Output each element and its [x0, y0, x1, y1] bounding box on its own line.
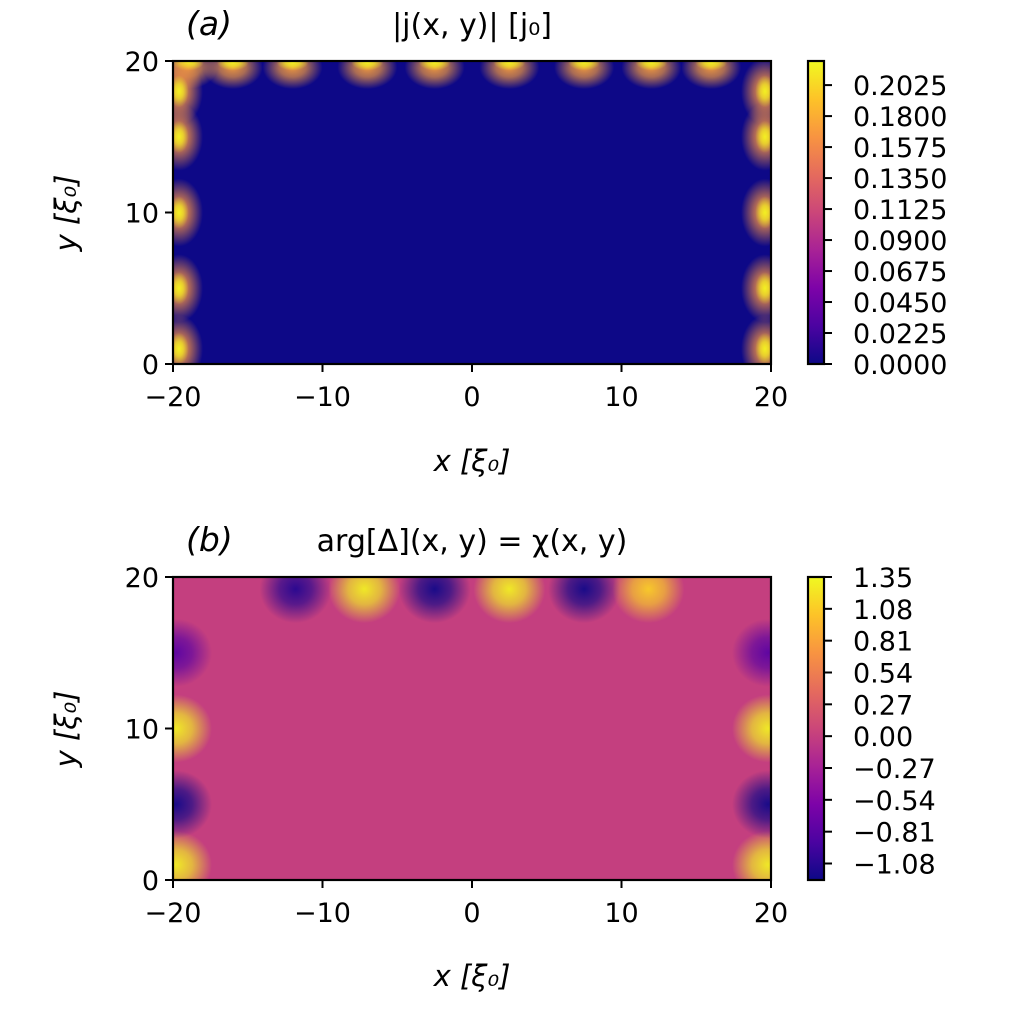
- heatmap-a-side-peak-core: [755, 196, 771, 229]
- heatmap-b-phase-spot: [173, 618, 212, 687]
- panel-b-label: (b): [186, 520, 233, 559]
- panel-a-cb-tick-label: 0.0000: [853, 350, 947, 381]
- heatmap-a-top-peak: [337, 61, 398, 90]
- panel-a-colorbar-ticks: 0.20250.18000.15750.13500.11250.09000.06…: [824, 71, 947, 381]
- heatmap-b-phase-spot: [612, 577, 685, 624]
- panel-a-cb-tick-label: 0.2025: [853, 71, 947, 102]
- heatmap-b-phase-spot: [473, 577, 546, 624]
- heatmap-b-phase-spot: [259, 577, 332, 624]
- heatmap-b-phase-spot: [173, 830, 212, 880]
- panel-b: (b) arg[Δ](x, y) = χ(x, y) −20 −10 0 10 20 0 1…: [49, 520, 936, 993]
- heatmap-a-top-peak: [479, 61, 540, 90]
- panel-b-cb-tick-label: 0.27: [853, 690, 913, 721]
- heatmap-b-phase-spot: [328, 577, 401, 624]
- panel-b-cb-tick-label: −0.54: [853, 786, 936, 817]
- panel-a-xtick-label: 20: [754, 382, 788, 413]
- panel-b-colorbar-frame: [806, 575, 826, 882]
- panel-a-cb-tick-label: 0.0450: [853, 288, 947, 319]
- heatmap-a-side-peak-core: [173, 272, 189, 305]
- panel-b-xtick-label: 0: [463, 898, 480, 929]
- panel-a-heatmap: [173, 61, 771, 364]
- heatmap-a-side-peak-core: [755, 120, 771, 153]
- heatmap-a-top-peak: [202, 61, 263, 90]
- panel-a-cb-tick-label: 0.1575: [853, 133, 947, 164]
- panel-b-ytick-label: 20: [125, 563, 159, 594]
- panel-b-cb-tick-label: −1.08: [853, 849, 936, 880]
- heatmap-a-side-peak-core: [173, 120, 189, 153]
- heatmap-b-phase-spot: [548, 577, 621, 624]
- panel-a-label: (a): [186, 4, 232, 43]
- panel-b-cb-tick-label: 0.00: [853, 722, 913, 753]
- panel-b-xtick-label: 10: [604, 898, 638, 929]
- panel-b-axes: −20 −10 0 10 20 0 10 20: [125, 563, 789, 929]
- heatmap-a-top-peak-core: [216, 61, 249, 71]
- panel-b-cb-tick-label: −0.27: [853, 754, 936, 785]
- panel-b-ytick-label: 10: [125, 715, 159, 746]
- panel-a-axes: −20 −10 0 10 20 0 10 20: [125, 47, 789, 413]
- heatmap-a-top-peak-core: [276, 61, 309, 71]
- heatmap-b-phase-spot: [173, 770, 212, 839]
- heatmap-b-phase-spot: [173, 694, 212, 763]
- panel-a: (a) |j(x, y)| [j₀] −20 −10 0 10 20 0 10 20 x [ξ…: [49, 4, 947, 478]
- heatmap-b-background: [173, 577, 771, 880]
- panel-b-cb-tick-label: 0.81: [853, 627, 913, 658]
- panel-b-cb-tick-label: −0.81: [853, 818, 936, 849]
- panel-a-cb-tick-label: 0.0675: [853, 257, 947, 288]
- panel-a-cb-tick-label: 0.0225: [853, 319, 947, 350]
- heatmap-a-top-peak: [404, 61, 465, 90]
- panel-a-colorbar: [808, 61, 824, 364]
- panel-a-ylabel: y [ξ₀]: [49, 175, 83, 253]
- panel-a-ytick-label: 10: [125, 199, 159, 230]
- heatmap-a-side-peak-core: [173, 75, 189, 108]
- heatmap-a-top-peak-core: [568, 61, 601, 71]
- panel-a-cb-tick-label: 0.0900: [853, 226, 947, 257]
- heatmap-a-side-peak-core: [173, 196, 189, 229]
- panel-b-cb-tick-label: 0.54: [853, 658, 913, 689]
- panel-b-xlabel: x [ξ₀]: [433, 959, 511, 993]
- panel-a-ytick-label: 20: [125, 47, 159, 78]
- heatmap-a-top-peak-core: [635, 61, 668, 71]
- heatmap-a-background: [173, 61, 771, 364]
- heatmap-b-phase-spot: [398, 577, 471, 624]
- panel-b-colorbar-ticks: 1.351.080.810.540.270.00−0.27−0.54−0.81−…: [824, 563, 936, 880]
- panel-b-xtick-label: −10: [294, 898, 351, 929]
- heatmap-b-phase-spot: [732, 770, 771, 839]
- panel-b-heatmap: [173, 577, 771, 880]
- panel-b-ytick-label: 0: [142, 866, 159, 897]
- panel-b-xtick-label: −20: [145, 898, 202, 929]
- panel-a-xlabel: x [ξ₀]: [433, 444, 511, 478]
- heatmap-a-top-peak: [621, 61, 682, 90]
- heatmap-a-side-peak-core: [755, 272, 771, 305]
- heatmap-a-side-peak-core: [755, 332, 771, 364]
- heatmap-a-top-peak-core: [418, 61, 451, 71]
- heatmap-a-top-peak: [262, 61, 323, 90]
- panel-a-ytick-label: 0: [142, 350, 159, 381]
- panel-b-cb-tick-label: 1.35: [853, 563, 913, 594]
- panel-a-xtick-label: −10: [294, 382, 351, 413]
- panel-a-xtick-label: 0: [463, 382, 480, 413]
- panel-b-xtick-label: 20: [754, 898, 788, 929]
- panel-a-cb-tick-label: 0.1800: [853, 102, 947, 133]
- heatmap-b-phase-spot: [732, 694, 771, 763]
- heatmap-b-phase-spot: [732, 618, 771, 687]
- heatmap-a-side-peak-core: [173, 332, 189, 364]
- panel-b-title: arg[Δ](x, y) = χ(x, y): [317, 524, 628, 559]
- panel-a-cb-tick-label: 0.1125: [853, 195, 947, 226]
- panel-a-xtick-label: −20: [145, 382, 202, 413]
- heatmap-a-top-peak-core: [493, 61, 526, 71]
- panel-b-ylabel: y [ξ₀]: [49, 691, 83, 769]
- heatmap-a-top-peak: [681, 61, 742, 90]
- heatmap-a-top-peak-core: [695, 61, 728, 71]
- panel-a-title: |j(x, y)| [j₀]: [392, 8, 552, 43]
- panel-b-cb-tick-label: 1.08: [853, 595, 913, 626]
- panel-a-colorbar-frame: [806, 59, 826, 366]
- heatmap-b-phase-spot: [732, 830, 771, 880]
- heatmap-a-side-peak-core: [755, 75, 771, 108]
- panel-b-colorbar: [808, 577, 824, 880]
- heatmap-a-top-peak-core: [351, 61, 384, 71]
- heatmap-a-top-peak: [554, 61, 615, 90]
- panel-a-xtick-label: 10: [604, 382, 638, 413]
- panel-a-cb-tick-label: 0.1350: [853, 164, 947, 195]
